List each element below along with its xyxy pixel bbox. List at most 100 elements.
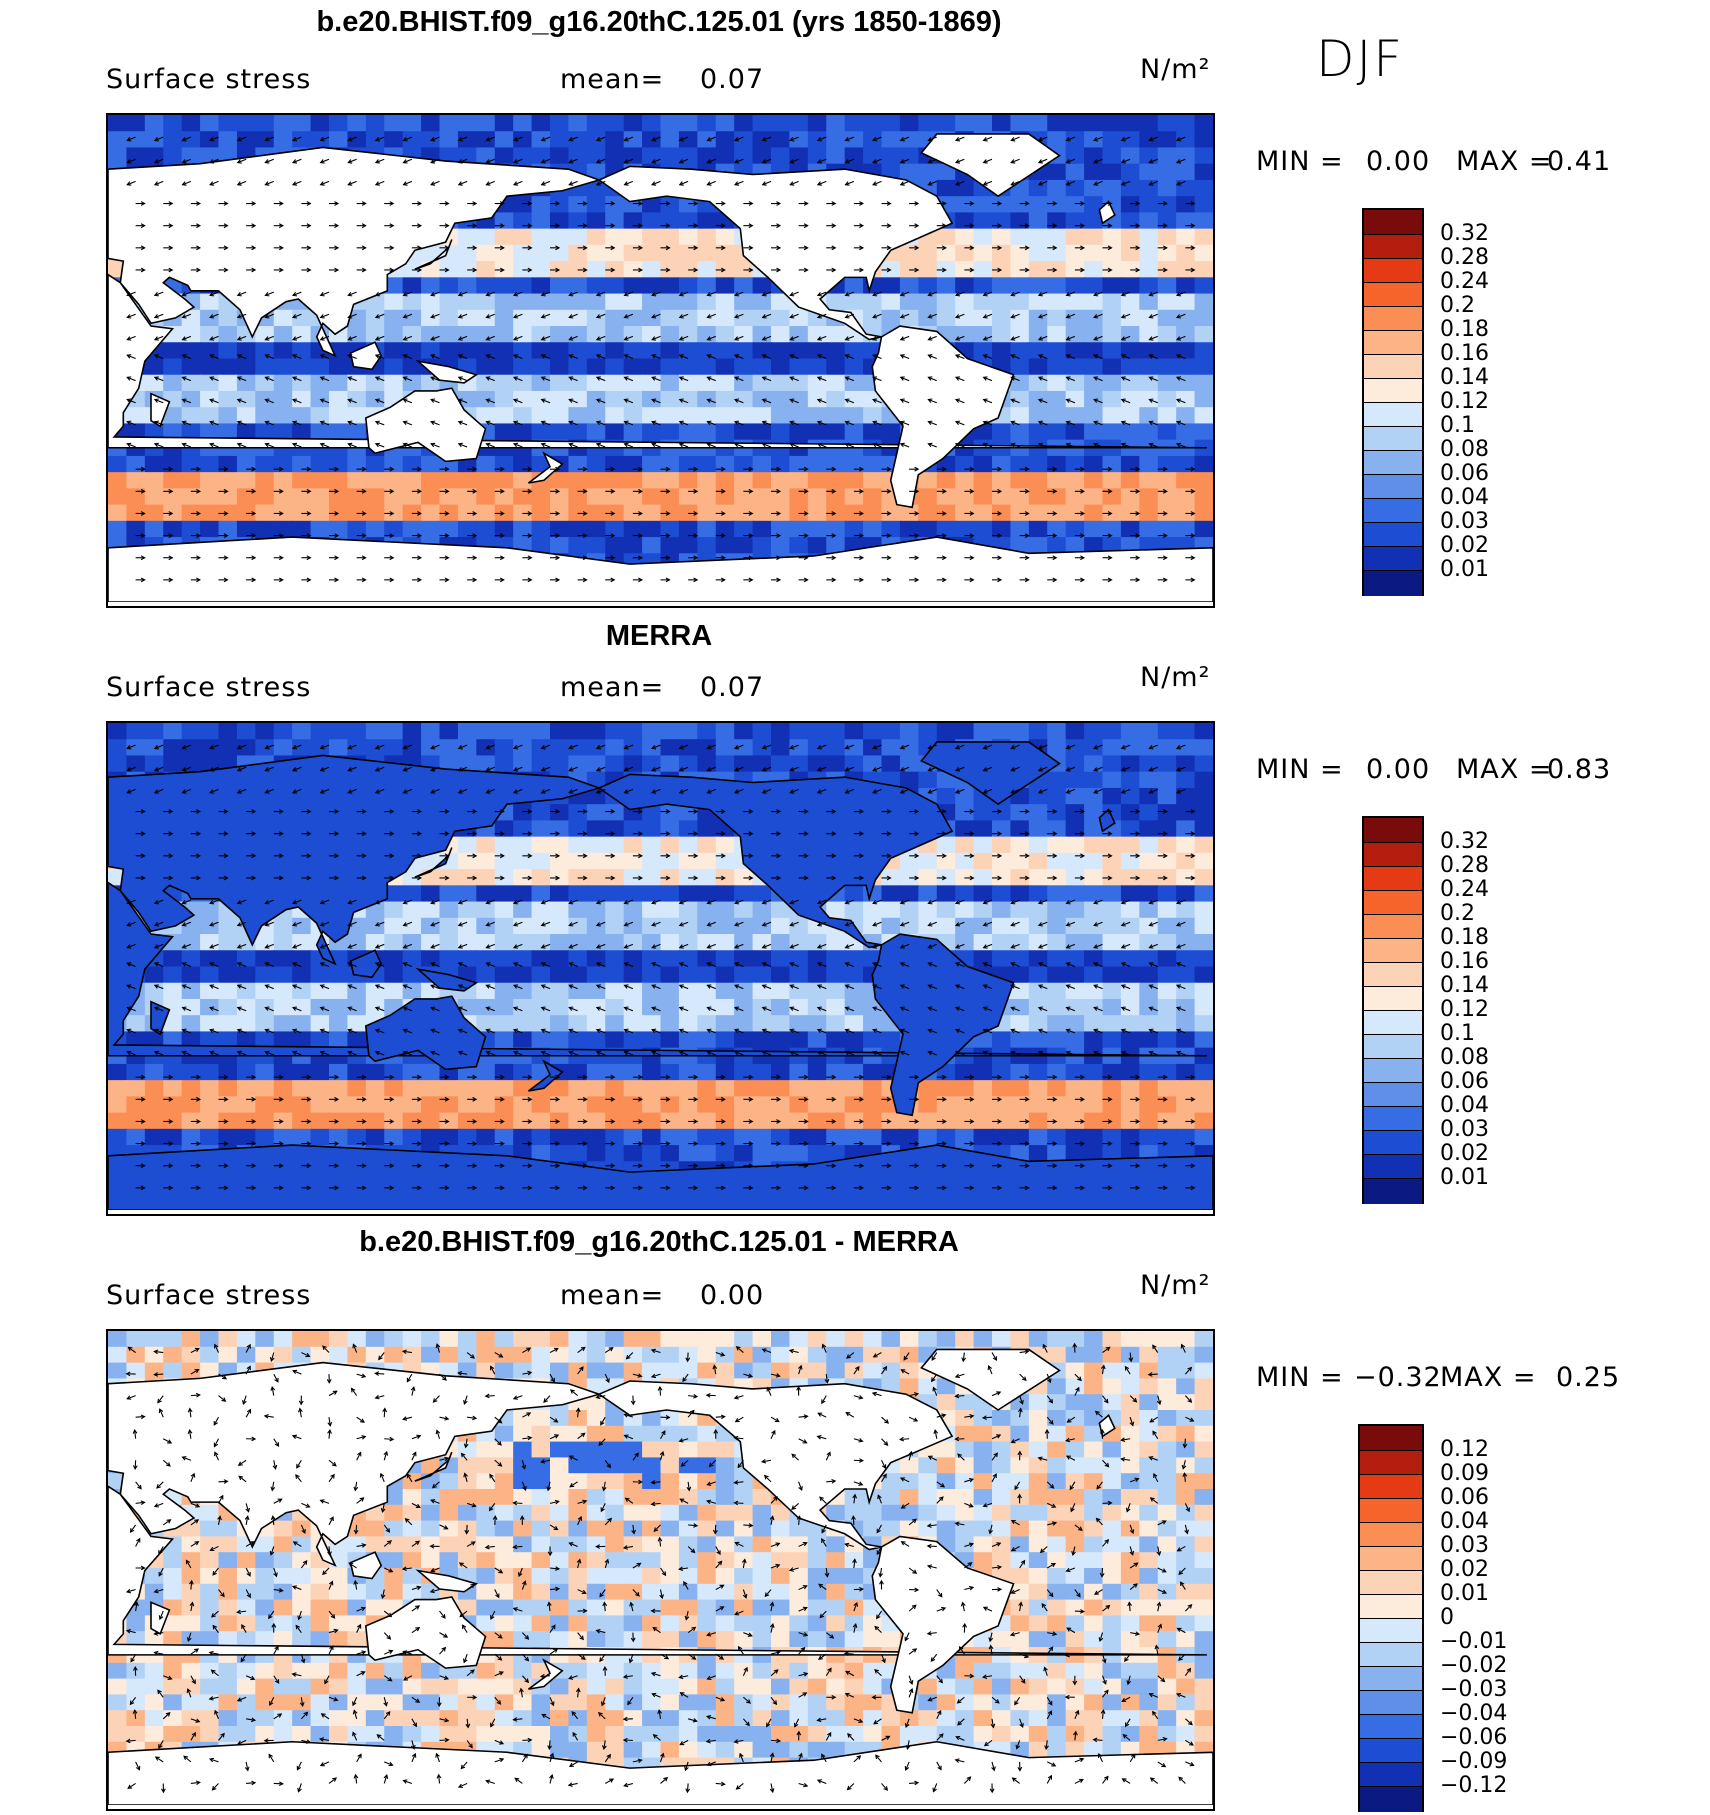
colorbar-tick-label: 0.01 — [1440, 1581, 1489, 1606]
panel-2-title: MERRA — [605, 620, 713, 652]
colorbar-swatch — [1360, 1666, 1422, 1692]
colorbar-tick-label: 0.04 — [1440, 1509, 1489, 1534]
colorbar-swatch — [1364, 1106, 1422, 1132]
panel-3-units: N/m² — [1140, 1270, 1211, 1301]
panel-3-min-label: MIN = — [1256, 1362, 1344, 1393]
colorbar-swatch — [1364, 402, 1422, 428]
colorbar-tick-label: −0.01 — [1440, 1629, 1508, 1654]
panel-1-min-label: MIN = — [1256, 146, 1344, 177]
colorbar-swatch — [1364, 570, 1422, 596]
colorbar-swatch — [1364, 986, 1422, 1012]
colorbar-swatch — [1364, 1010, 1422, 1036]
panel-3-max-label: MAX = — [1440, 1362, 1537, 1393]
panel-1-colorbar — [1362, 208, 1424, 596]
colorbar-tick-label: 0.01 — [1440, 1165, 1489, 1190]
colorbar-tick-label: 0.02 — [1440, 1557, 1489, 1582]
colorbar-swatch — [1360, 1642, 1422, 1668]
colorbar-swatch — [1364, 962, 1422, 988]
panel-3-field: Surface stress — [106, 1280, 312, 1311]
panel-2-max-value: 0.83 — [1547, 754, 1612, 785]
colorbar-swatch — [1360, 1618, 1422, 1644]
colorbar-swatch — [1360, 1594, 1422, 1620]
colorbar-swatch — [1360, 1570, 1422, 1596]
panel-1-max-value: 0.41 — [1547, 146, 1612, 177]
colorbar-tick-label: 0.2 — [1440, 901, 1475, 926]
colorbar-swatch — [1364, 330, 1422, 356]
panel-2-field: Surface stress — [106, 672, 312, 703]
colorbar-tick-label: 0.06 — [1440, 1069, 1489, 1094]
colorbar-tick-label: 0.24 — [1440, 877, 1489, 902]
panel-2-units: N/m² — [1140, 662, 1211, 693]
colorbar-swatch — [1360, 1738, 1422, 1764]
panel-1-mean-label: mean= — [560, 64, 665, 95]
colorbar-tick-label: 0.08 — [1440, 1045, 1489, 1070]
panel-3-map — [106, 1329, 1215, 1811]
colorbar-tick-label: −0.02 — [1440, 1653, 1508, 1678]
colorbar-swatch — [1364, 210, 1422, 235]
colorbar-swatch — [1364, 450, 1422, 476]
colorbar-swatch — [1364, 1130, 1422, 1156]
colorbar-swatch — [1364, 1154, 1422, 1180]
colorbar-swatch — [1360, 1498, 1422, 1524]
colorbar-swatch — [1364, 1082, 1422, 1108]
colorbar-swatch — [1364, 522, 1422, 548]
panel-3-mean-value: 0.00 — [700, 1280, 765, 1311]
colorbar-swatch — [1364, 842, 1422, 868]
colorbar-tick-label: 0.03 — [1440, 1117, 1489, 1142]
colorbar-swatch — [1360, 1690, 1422, 1716]
colorbar-swatch — [1364, 498, 1422, 524]
colorbar-swatch — [1364, 914, 1422, 940]
colorbar-swatch — [1364, 354, 1422, 380]
colorbar-swatch — [1364, 474, 1422, 500]
colorbar-tick-label: 0.2 — [1440, 293, 1475, 318]
colorbar-swatch — [1364, 306, 1422, 332]
panel-1-map — [106, 113, 1215, 608]
colorbar-tick-label: 0 — [1440, 1605, 1454, 1630]
colorbar-tick-label: −0.09 — [1440, 1749, 1508, 1774]
panel-1-units: N/m² — [1140, 54, 1211, 85]
colorbar-tick-label: 0.32 — [1440, 221, 1489, 246]
colorbar-swatch — [1360, 1546, 1422, 1572]
panel-2-mean-label: mean= — [560, 672, 665, 703]
colorbar-tick-label: 0.24 — [1440, 269, 1489, 294]
colorbar-swatch — [1360, 1786, 1422, 1812]
colorbar-tick-label: 0.32 — [1440, 829, 1489, 854]
panel-1-title: b.e20.BHIST.f09_g16.20thC.125.01 (yrs 18… — [316, 6, 1002, 38]
colorbar-swatch — [1364, 378, 1422, 404]
colorbar-swatch — [1364, 234, 1422, 260]
panel-3-max-value: 0.25 — [1556, 1362, 1621, 1393]
colorbar-tick-label: 0.14 — [1440, 365, 1489, 390]
colorbar-swatch — [1360, 1426, 1422, 1451]
colorbar-tick-label: −0.12 — [1440, 1773, 1508, 1798]
colorbar-tick-label: −0.03 — [1440, 1677, 1508, 1702]
panel-3-min-value: −0.32 — [1354, 1362, 1442, 1393]
season-label: DJF — [1316, 30, 1405, 88]
panel-2-max-label: MAX = — [1456, 754, 1553, 785]
panel-3-title: b.e20.BHIST.f09_g16.20thC.125.01 - MERRA — [359, 1226, 959, 1258]
panel-1-max-label: MAX = — [1456, 146, 1553, 177]
colorbar-swatch — [1364, 546, 1422, 572]
colorbar-swatch — [1364, 1034, 1422, 1060]
panel-2-min-value: 0.00 — [1366, 754, 1431, 785]
colorbar-tick-label: 0.12 — [1440, 389, 1489, 414]
colorbar-tick-label: 0.1 — [1440, 413, 1475, 438]
colorbar-swatch — [1360, 1522, 1422, 1548]
colorbar-tick-label: 0.12 — [1440, 1437, 1489, 1462]
colorbar-swatch — [1364, 1178, 1422, 1204]
panel-3-colorbar — [1358, 1424, 1424, 1812]
colorbar-tick-label: 0.16 — [1440, 949, 1489, 974]
colorbar-tick-label: 0.03 — [1440, 1533, 1489, 1558]
panel-1-min-value: 0.00 — [1366, 146, 1431, 177]
colorbar-tick-label: 0.1 — [1440, 1021, 1475, 1046]
colorbar-swatch — [1360, 1474, 1422, 1500]
colorbar-tick-label: 0.16 — [1440, 341, 1489, 366]
colorbar-tick-label: 0.09 — [1440, 1461, 1489, 1486]
colorbar-tick-label: 0.04 — [1440, 485, 1489, 510]
colorbar-swatch — [1360, 1714, 1422, 1740]
colorbar-swatch — [1364, 426, 1422, 452]
colorbar-tick-label: 0.28 — [1440, 853, 1489, 878]
colorbar-tick-label: 0.28 — [1440, 245, 1489, 270]
colorbar-tick-label: 0.18 — [1440, 317, 1489, 342]
colorbar-swatch — [1364, 282, 1422, 308]
panel-3-mean-label: mean= — [560, 1280, 665, 1311]
